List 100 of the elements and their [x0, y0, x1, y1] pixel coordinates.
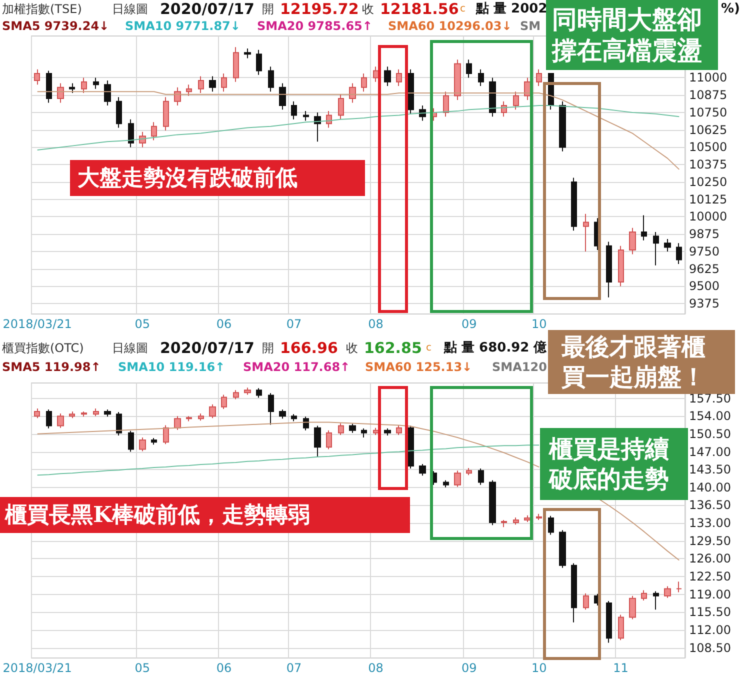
x-tick-label: 2018/03/21: [2, 317, 72, 331]
candlestick: [279, 408, 286, 420]
y-tick-label: 140.00: [689, 480, 731, 494]
label-box: 最後才跟著櫃買一起崩盤！: [548, 330, 735, 394]
text: %): [721, 2, 740, 16]
annotation: 最後才跟著櫃買一起崩盤！: [562, 332, 706, 392]
y-tick-label: 119.00: [689, 587, 731, 602]
candlestick: [279, 82, 286, 110]
candlestick: [268, 392, 274, 426]
candlestick: [559, 530, 566, 568]
candlestick: [163, 96, 169, 132]
candlestick: [384, 428, 391, 436]
text: c: [460, 4, 466, 14]
candlestick: [653, 590, 659, 610]
y-tick-label: 129.50: [689, 534, 731, 548]
text: 櫃買指數(OTC): [2, 341, 84, 355]
text: 點 量 680.92 億: [443, 340, 548, 356]
candlestick: [676, 581, 682, 593]
candlestick: [104, 408, 111, 418]
annotation: 大盤走勢沒有跌破前低: [78, 164, 298, 192]
candlestick: [501, 519, 507, 528]
candlestick: [198, 76, 204, 94]
candlestick: [454, 470, 461, 488]
candlestick: [34, 68, 40, 86]
x-tick-label: 08: [368, 661, 384, 675]
candlestick: [291, 100, 297, 120]
candlestick: [163, 424, 169, 445]
candlestick: [478, 468, 484, 486]
candlestick: [268, 66, 274, 92]
candlestick: [244, 48, 251, 59]
candlestick: [513, 91, 519, 110]
candlestick: [46, 408, 52, 429]
candlestick: [419, 463, 426, 476]
candlestick: [466, 468, 472, 476]
candlestick: [303, 416, 309, 431]
candlestick: [536, 513, 542, 520]
candlestick: [524, 514, 531, 523]
y-tick-label: 10750: [689, 105, 728, 120]
label-box: 櫃買長黑K棒破前低，走勢轉弱: [0, 497, 410, 533]
candlestick: [338, 94, 344, 120]
candlestick: [209, 404, 216, 419]
text: SM: [520, 19, 541, 33]
annotation: 櫃買長黑K棒破前低，走勢轉弱: [5, 501, 312, 529]
candlestick: [81, 77, 87, 94]
text: SMA5 9739.24↓: [2, 19, 110, 33]
line-series: [36, 105, 680, 150]
label-box: 同時間大盤卻撐在高檔震盪: [546, 0, 718, 70]
candlestick: [478, 68, 484, 87]
text: 開: [262, 2, 274, 16]
candlestick: [174, 86, 181, 106]
y-tick-label: 9875: [689, 227, 720, 242]
candlestick: [81, 411, 87, 418]
candlestick: [349, 82, 356, 104]
candlestick: [93, 408, 99, 417]
y-tick-label: 10250: [689, 174, 728, 189]
candlestick: [46, 70, 52, 104]
annotation: 同時間大盤卻撐在高檔震盪: [552, 4, 703, 66]
candlestick: [373, 66, 379, 82]
x-tick-label: 11: [613, 661, 628, 675]
label-box: 櫃買是持續破底的走勢: [540, 428, 688, 500]
candlestick: [664, 238, 671, 252]
x-tick-label: 10: [531, 661, 547, 675]
y-tick-label: 10375: [689, 158, 728, 172]
y-tick-label: 9375: [689, 296, 720, 311]
y-tick-label: 11000: [689, 70, 728, 85]
candlestick: [618, 614, 624, 641]
text: SMA10 119.16↑: [118, 360, 226, 374]
candlestick: [151, 438, 157, 446]
y-tick-label: 126.00: [689, 552, 731, 566]
candlestick: [338, 422, 344, 436]
y-tick-label: 10500: [689, 140, 728, 154]
text: c: [426, 342, 432, 354]
candlestick: [676, 242, 682, 264]
candlestick: [454, 59, 461, 100]
text: 12195.72: [280, 0, 359, 18]
annotation: 櫃買是持續破底的走勢: [549, 434, 670, 494]
candlestick: [664, 586, 671, 598]
x-tick-label: 07: [286, 317, 302, 331]
x-tick-label: 05: [134, 661, 150, 675]
x-tick-label: 06: [216, 317, 232, 331]
y-tick-label: 112.00: [689, 622, 731, 637]
text: 開: [262, 341, 274, 355]
candlestick: [384, 66, 391, 87]
candlestick: [641, 214, 647, 241]
candlestick: [559, 100, 566, 152]
candlestick: [186, 416, 192, 422]
candlestick: [221, 394, 227, 410]
y-tick-label: 10875: [689, 88, 728, 102]
x-tick-label: 06: [216, 661, 232, 675]
candlestick: [104, 80, 111, 106]
candlestick: [606, 241, 612, 298]
candlestick: [57, 413, 64, 428]
candlestick: [489, 77, 496, 118]
candlestick: [349, 423, 356, 434]
y-tick-label: 157.50: [689, 391, 731, 406]
y-tick-label: 150.50: [689, 426, 731, 441]
candlestick: [69, 82, 75, 94]
y-tick-label: 10625: [689, 122, 728, 137]
candlestick: [629, 227, 636, 255]
candlestick: [186, 84, 192, 96]
